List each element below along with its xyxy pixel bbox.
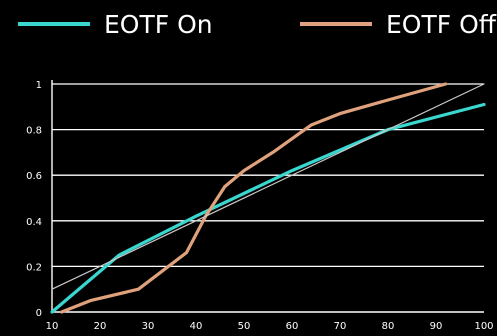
y-tick-label-2: 0.4 xyxy=(26,217,42,228)
x-tick-label-1: 20 xyxy=(94,321,107,332)
reference-diagonal-line xyxy=(51,83,485,290)
x-tick-label-2: 30 xyxy=(142,321,155,332)
series-line-eotf-on xyxy=(50,102,486,314)
y-tick-label-3: 0.6 xyxy=(26,171,42,182)
tick-labels: 0 0.2 0.4 0.6 0.8 1 10 20 30 40 50 60 70 80 90 100 xyxy=(26,80,493,332)
grid-lines xyxy=(52,83,484,268)
x-tick-label-4: 50 xyxy=(238,321,251,332)
x-tick-label-6: 70 xyxy=(334,321,347,332)
x-tick-label-8: 90 xyxy=(430,321,443,332)
x-tick-label-5: 60 xyxy=(286,321,299,332)
series-lines xyxy=(50,82,486,314)
x-tick-label-3: 40 xyxy=(190,321,203,332)
y-tick-label-1: 0.2 xyxy=(26,262,42,273)
y-tick-label-5: 1 xyxy=(36,80,42,91)
axes xyxy=(51,80,484,313)
y-tick-label-0: 0 xyxy=(36,308,42,319)
x-tick-label-7: 80 xyxy=(382,321,395,332)
x-tick-label-9: 100 xyxy=(474,321,493,332)
legend-label-eotf-on: EOTF On xyxy=(104,10,213,39)
y-tick-label-4: 0.8 xyxy=(26,126,42,137)
x-tick-label-0: 10 xyxy=(46,321,59,332)
legend: EOTF On EOTF Off xyxy=(18,10,497,39)
legend-label-eotf-off: EOTF Off xyxy=(386,10,497,39)
series-line-eotf-off xyxy=(59,82,448,314)
